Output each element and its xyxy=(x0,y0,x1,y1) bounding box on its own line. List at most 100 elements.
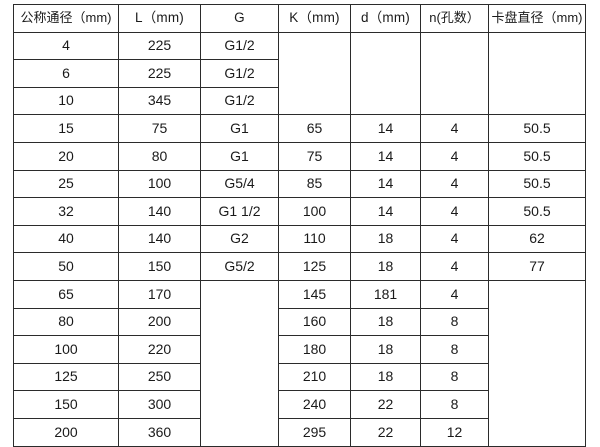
column-header-chuck-diameter: 卡盘直径（mm) xyxy=(488,4,586,33)
column-header-nominal-diameter: 公称通径（mm) xyxy=(13,4,119,33)
cell-nominal-diameter: 32 xyxy=(13,197,119,226)
cell-k: 100 xyxy=(278,197,351,226)
table-row: 40 140 G2 110 18 4 62 xyxy=(13,224,586,254)
cell-thread: G1/2 xyxy=(200,86,279,116)
valve-dimension-spec-table: 公称通径（mm) L（mm) G K（mm) d（mm) n(孔数） 卡盘直径（… xyxy=(13,4,586,447)
table-row: 15 75 G1 65 14 4 50.5 xyxy=(13,114,586,143)
cell-thread: G1/2 xyxy=(200,31,279,61)
table-row: 80 200 160 18 8 xyxy=(13,307,586,337)
cell-hole-count: 4 xyxy=(420,197,489,226)
cell-d: 14 xyxy=(350,197,421,226)
cell-thread: G1 1/2 xyxy=(200,197,279,226)
cell-hole-count: 4 xyxy=(420,279,489,309)
cell-k: 65 xyxy=(278,114,351,143)
cell-k: 180 xyxy=(278,335,351,364)
cell-hole-count: 4 xyxy=(420,114,489,143)
cell-k-merged-blank xyxy=(278,31,351,116)
table-body: 4 225 G1/2 6 225 G1/2 10 345 G1/2 15 75 G1 65 14 4 50.5… xyxy=(13,31,586,447)
table-row: 65 170 145 181 4 xyxy=(13,279,586,447)
cell-d: 14 xyxy=(350,169,421,199)
cell-k: 295 xyxy=(278,417,351,447)
column-header-length: L（mm) xyxy=(118,4,201,33)
cell-chuck-diameter: 50.5 xyxy=(488,197,586,226)
spec-table-container: 公称通径（mm) L（mm) G K（mm) d（mm) n(孔数） 卡盘直径（… xyxy=(13,4,586,447)
cell-nominal-diameter: 50 xyxy=(13,252,119,281)
table-row: 25 100 G5/4 85 14 4 50.5 xyxy=(13,169,586,199)
cell-d: 22 xyxy=(350,417,421,447)
cell-thread: G2 xyxy=(200,224,279,254)
cell-length: 225 xyxy=(118,31,201,61)
cell-chuck-diameter: 77 xyxy=(488,252,586,281)
cell-d: 18 xyxy=(350,252,421,281)
cell-nominal-diameter: 200 xyxy=(13,417,119,447)
cell-nominal-diameter: 100 xyxy=(13,335,119,364)
cell-d: 181 xyxy=(350,279,421,309)
cell-chuck-diameter: 50.5 xyxy=(488,169,586,199)
cell-d: 18 xyxy=(350,335,421,364)
cell-chuck-diameter: 50.5 xyxy=(488,114,586,143)
table-row: 6 225 G1/2 xyxy=(13,59,586,88)
cell-nominal-diameter: 40 xyxy=(13,224,119,254)
cell-length: 140 xyxy=(118,197,201,226)
cell-hole-count: 4 xyxy=(420,224,489,254)
table-row: 4 225 G1/2 xyxy=(13,31,586,116)
cell-k: 85 xyxy=(278,169,351,199)
cell-hole-count-merged-blank xyxy=(420,31,489,116)
column-header-thread: G xyxy=(200,4,279,33)
cell-d: 14 xyxy=(350,114,421,143)
table-header: 公称通径（mm) L（mm) G K（mm) d（mm) n(孔数） 卡盘直径（… xyxy=(13,4,586,33)
cell-hole-count: 4 xyxy=(420,252,489,281)
cell-thread: G1 xyxy=(200,114,279,143)
cell-chuck-diameter: 50.5 xyxy=(488,141,586,171)
cell-nominal-diameter: 150 xyxy=(13,390,119,419)
cell-nominal-diameter: 20 xyxy=(13,141,119,171)
table-row: 50 150 G5/2 125 18 4 77 xyxy=(13,252,586,281)
cell-nominal-diameter: 65 xyxy=(13,279,119,309)
cell-thread-merged-blank xyxy=(200,279,279,447)
cell-d: 18 xyxy=(350,362,421,392)
cell-k: 145 xyxy=(278,279,351,309)
table-row: 125 250 210 18 8 xyxy=(13,362,586,392)
cell-thread: G5/4 xyxy=(200,169,279,199)
cell-nominal-diameter: 80 xyxy=(13,307,119,337)
cell-hole-count: 4 xyxy=(420,141,489,171)
cell-length: 170 xyxy=(118,279,201,309)
cell-chuck-diameter-merged-blank xyxy=(488,31,586,116)
column-header-hole-count: n(孔数） xyxy=(420,4,489,33)
cell-d: 14 xyxy=(350,141,421,171)
cell-length: 220 xyxy=(118,335,201,364)
cell-hole-count: 8 xyxy=(420,335,489,364)
cell-length: 300 xyxy=(118,390,201,419)
cell-length: 80 xyxy=(118,141,201,171)
cell-thread: G1/2 xyxy=(200,59,279,88)
cell-length: 75 xyxy=(118,114,201,143)
table-row: 20 80 G1 75 14 4 50.5 xyxy=(13,141,586,171)
cell-length: 150 xyxy=(118,252,201,281)
cell-k: 210 xyxy=(278,362,351,392)
table-header-row: 公称通径（mm) L（mm) G K（mm) d（mm) n(孔数） 卡盘直径（… xyxy=(13,4,586,33)
cell-length: 200 xyxy=(118,307,201,337)
cell-k: 75 xyxy=(278,141,351,171)
cell-length: 225 xyxy=(118,59,201,88)
cell-length: 140 xyxy=(118,224,201,254)
cell-thread: G1 xyxy=(200,141,279,171)
cell-length: 100 xyxy=(118,169,201,199)
cell-chuck-diameter: 62 xyxy=(488,224,586,254)
cell-hole-count: 8 xyxy=(420,390,489,419)
cell-length: 360 xyxy=(118,417,201,447)
cell-thread: G5/2 xyxy=(200,252,279,281)
cell-k: 160 xyxy=(278,307,351,337)
cell-k: 125 xyxy=(278,252,351,281)
cell-hole-count: 8 xyxy=(420,307,489,337)
cell-nominal-diameter: 125 xyxy=(13,362,119,392)
cell-k: 240 xyxy=(278,390,351,419)
cell-k: 110 xyxy=(278,224,351,254)
table-row: 32 140 G1 1/2 100 14 4 50.5 xyxy=(13,197,586,226)
cell-hole-count: 4 xyxy=(420,169,489,199)
cell-nominal-diameter: 10 xyxy=(13,86,119,116)
column-header-d: d（mm) xyxy=(350,4,421,33)
column-header-k: K（mm) xyxy=(278,4,351,33)
cell-nominal-diameter: 25 xyxy=(13,169,119,199)
cell-hole-count: 12 xyxy=(420,417,489,447)
cell-hole-count: 8 xyxy=(420,362,489,392)
